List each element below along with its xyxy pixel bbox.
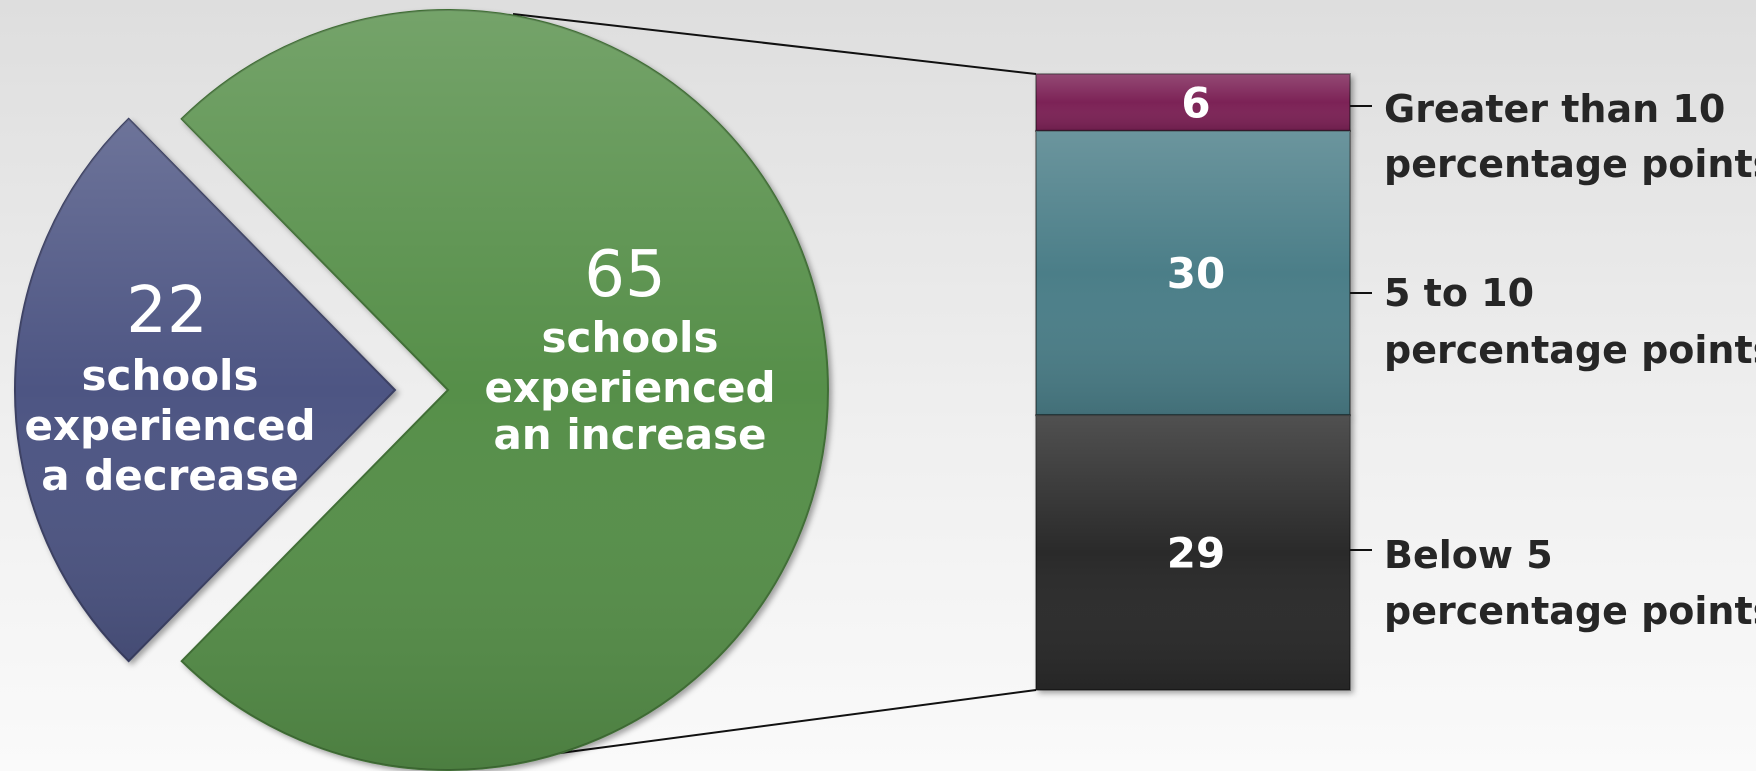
bar-segment-value-3: 29	[1167, 529, 1225, 578]
connector-bottom	[499, 689, 1037, 762]
bar-segment-value-1: 6	[1181, 78, 1210, 127]
callout-label-greater-than-10-line1: Greater than 10	[1384, 87, 1725, 131]
connector-lines	[499, 13, 1037, 762]
callout-label-5-to-10-line2: percentage points	[1384, 328, 1756, 372]
slice-value-increase: 65	[584, 238, 665, 312]
bar-segment-highlight-1	[1036, 74, 1350, 131]
bar-segment-highlight-2	[1036, 130, 1350, 416]
pie-slice-decrease-highlight	[14, 118, 396, 662]
bar-segment-value-2: 30	[1167, 249, 1225, 298]
callout-5-to-10: 5 to 10 percentage points	[1350, 271, 1756, 372]
bar-segment-highlight-3	[1036, 415, 1350, 690]
breakdown-bar	[1035, 73, 1351, 691]
slice-text-decrease-line1: schools	[82, 351, 259, 400]
callout-label-below-5-line1: Below 5	[1384, 533, 1553, 577]
callout-label-5-to-10-line1: 5 to 10	[1384, 271, 1534, 315]
slice-text-decrease-line3: a decrease	[41, 451, 298, 500]
slice-text-increase-line2: experienced	[484, 363, 775, 412]
slice-label-increase: 65 schools experienced an increase	[484, 238, 775, 459]
slice-text-increase-line3: an increase	[493, 410, 766, 459]
slice-label-decrease: 22 schools experienced a decrease	[24, 274, 315, 500]
slice-text-increase-line1: schools	[542, 313, 719, 362]
callout-label-greater-than-10-line2: percentage points	[1384, 142, 1756, 186]
callout-label-below-5-line2: percentage points	[1384, 589, 1756, 633]
breakdown-callouts: Greater than 10 percentage points 5 to 1…	[1350, 87, 1756, 633]
breakdown-bar-values: 6 30 29	[1167, 78, 1225, 577]
callout-below-5: Below 5 percentage points	[1350, 533, 1756, 633]
slice-text-decrease-line2: experienced	[24, 401, 315, 450]
pie-slice-increase-highlight	[181, 9, 828, 770]
pie-bevel	[14, 9, 828, 770]
callout-greater-than-10: Greater than 10 percentage points	[1350, 87, 1756, 186]
slice-value-decrease: 22	[126, 274, 207, 348]
connector-top	[512, 13, 1037, 75]
